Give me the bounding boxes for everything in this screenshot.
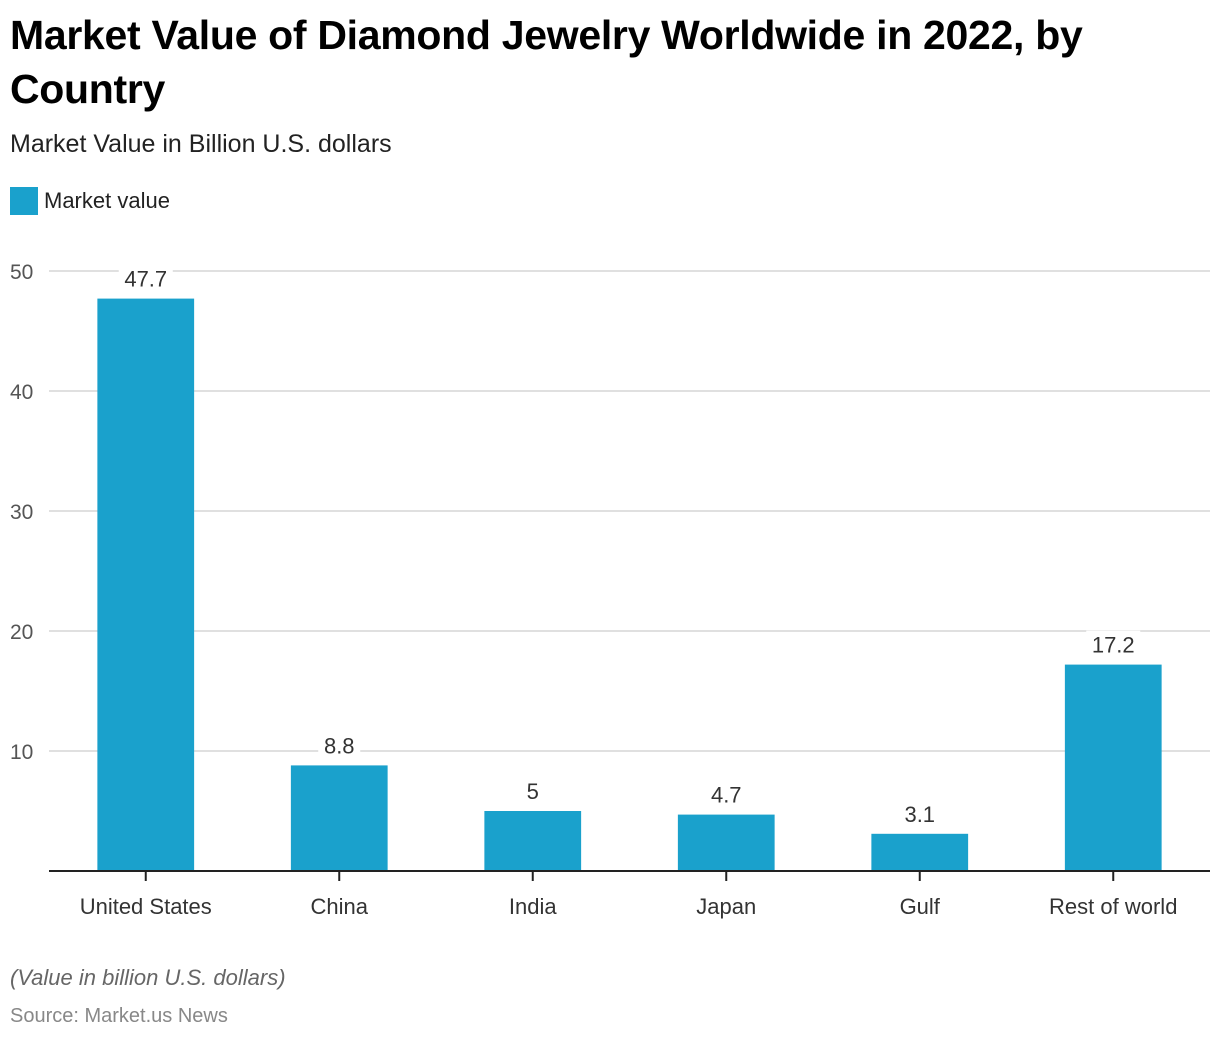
bar [1064, 664, 1162, 871]
data-label: 5 [527, 779, 539, 804]
data-label: 8.8 [324, 733, 355, 758]
footnote: (Value in billion U.S. dollars) [10, 965, 286, 990]
y-tick-label: 50 [10, 261, 33, 284]
data-label-bg [705, 780, 748, 807]
x-tick-label: United States [80, 894, 212, 919]
x-tick-label: Gulf [900, 894, 941, 919]
x-tick-label: India [509, 894, 557, 919]
bar [484, 811, 582, 871]
data-label: 3.1 [904, 802, 935, 827]
x-tick-label: Rest of world [1049, 894, 1177, 919]
legend-swatch [10, 187, 38, 215]
bar [871, 833, 969, 871]
y-tick-label: 10 [10, 741, 33, 764]
x-tick-label: China [311, 894, 369, 919]
chart-subtitle: Market Value in Billion U.S. dollars [10, 130, 392, 158]
bar [677, 814, 775, 871]
data-label-bg [523, 777, 542, 803]
gridlines [49, 270, 1210, 752]
y-tick-label: 30 [10, 501, 33, 524]
chart-title: Market Value of Diamond Jewelry Worldwid… [10, 12, 1083, 112]
bars [97, 298, 1162, 872]
bar [97, 298, 195, 872]
y-tick-label: 40 [10, 381, 33, 404]
legend: Market value [10, 187, 170, 215]
data-label-bg [898, 799, 941, 826]
x-axis: United States China India Japan Gulf Rest of … [49, 870, 1210, 919]
y-axis-ticks: 10 20 30 40 50 [10, 261, 33, 764]
bar [290, 765, 388, 871]
data-labels: 47.7 8.8 5 4.7 3.1 17.2 [118, 264, 1141, 827]
data-label-bg [318, 731, 361, 758]
x-tick-label: Japan [696, 894, 756, 919]
y-tick-label: 20 [10, 621, 33, 644]
source-credit: Source: Market.us News [10, 1005, 228, 1027]
data-label-bg [118, 264, 173, 291]
legend-label: Market value [44, 188, 170, 213]
data-label-bg [1086, 630, 1141, 657]
data-label: 4.7 [711, 783, 742, 808]
data-label: 47.7 [124, 267, 167, 292]
data-label: 17.2 [1092, 633, 1135, 658]
